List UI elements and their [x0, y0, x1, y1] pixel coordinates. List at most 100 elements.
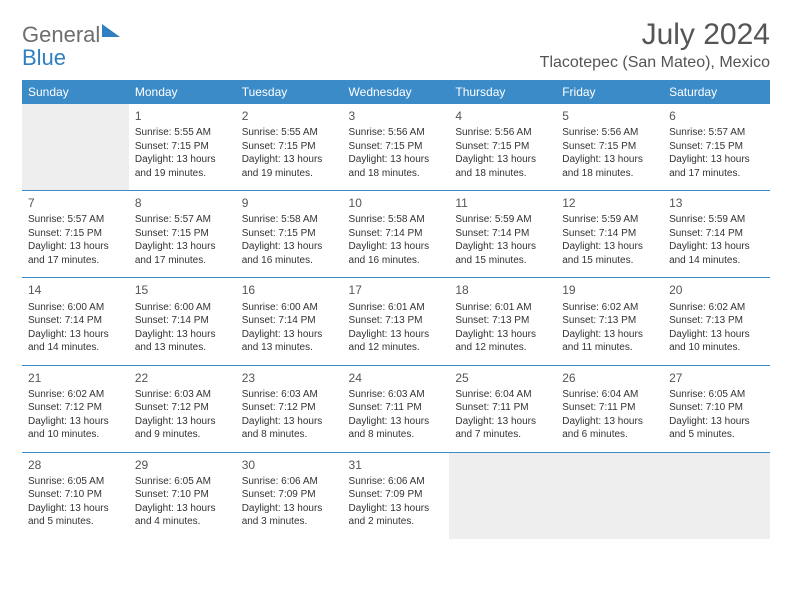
daylight-text: Daylight: 13 hours: [242, 415, 337, 429]
weekday-header: Wednesday: [343, 80, 450, 104]
day-number: 23: [242, 370, 337, 386]
daylight-text: Daylight: 13 hours: [135, 240, 230, 254]
sunrise-text: Sunrise: 6:01 AM: [455, 301, 550, 315]
month-title: July 2024: [540, 18, 770, 52]
empty-cell: [449, 452, 556, 539]
daylight-text: and 17 minutes.: [669, 167, 764, 181]
day-cell: 22Sunrise: 6:03 AMSunset: 7:12 PMDayligh…: [129, 365, 236, 452]
day-cell: 13Sunrise: 5:59 AMSunset: 7:14 PMDayligh…: [663, 191, 770, 278]
brand-name-gray: General: [22, 22, 100, 47]
weekday-header: Tuesday: [236, 80, 343, 104]
sunrise-text: Sunrise: 6:06 AM: [242, 475, 337, 489]
day-number: 8: [135, 195, 230, 211]
day-cell: 21Sunrise: 6:02 AMSunset: 7:12 PMDayligh…: [22, 365, 129, 452]
day-number: 25: [455, 370, 550, 386]
day-number: 7: [28, 195, 123, 211]
day-cell: 6Sunrise: 5:57 AMSunset: 7:15 PMDaylight…: [663, 104, 770, 191]
sunset-text: Sunset: 7:14 PM: [455, 227, 550, 241]
daylight-text: Daylight: 13 hours: [349, 415, 444, 429]
empty-cell: [556, 452, 663, 539]
sunset-text: Sunset: 7:10 PM: [135, 488, 230, 502]
sunrise-text: Sunrise: 5:58 AM: [242, 213, 337, 227]
day-number: 20: [669, 282, 764, 298]
daylight-text: and 10 minutes.: [669, 341, 764, 355]
sunset-text: Sunset: 7:11 PM: [349, 401, 444, 415]
sunrise-text: Sunrise: 5:57 AM: [669, 126, 764, 140]
sunset-text: Sunset: 7:14 PM: [562, 227, 657, 241]
day-cell: 8Sunrise: 5:57 AMSunset: 7:15 PMDaylight…: [129, 191, 236, 278]
sunrise-text: Sunrise: 6:04 AM: [562, 388, 657, 402]
daylight-text: Daylight: 13 hours: [349, 153, 444, 167]
daylight-text: Daylight: 13 hours: [242, 502, 337, 516]
daylight-text: and 5 minutes.: [669, 428, 764, 442]
daylight-text: and 4 minutes.: [135, 515, 230, 529]
day-cell: 26Sunrise: 6:04 AMSunset: 7:11 PMDayligh…: [556, 365, 663, 452]
day-cell: 11Sunrise: 5:59 AMSunset: 7:14 PMDayligh…: [449, 191, 556, 278]
daylight-text: and 16 minutes.: [242, 254, 337, 268]
daylight-text: and 8 minutes.: [242, 428, 337, 442]
day-cell: 20Sunrise: 6:02 AMSunset: 7:13 PMDayligh…: [663, 278, 770, 365]
daylight-text: and 8 minutes.: [349, 428, 444, 442]
daylight-text: and 19 minutes.: [135, 167, 230, 181]
day-cell: 16Sunrise: 6:00 AMSunset: 7:14 PMDayligh…: [236, 278, 343, 365]
day-cell: 7Sunrise: 5:57 AMSunset: 7:15 PMDaylight…: [22, 191, 129, 278]
daylight-text: Daylight: 13 hours: [669, 240, 764, 254]
sunrise-text: Sunrise: 5:56 AM: [562, 126, 657, 140]
daylight-text: Daylight: 13 hours: [349, 502, 444, 516]
sunrise-text: Sunrise: 6:03 AM: [242, 388, 337, 402]
daylight-text: Daylight: 13 hours: [669, 415, 764, 429]
calendar-weekday-header: SundayMondayTuesdayWednesdayThursdayFrid…: [22, 80, 770, 104]
day-number: 27: [669, 370, 764, 386]
daylight-text: and 12 minutes.: [455, 341, 550, 355]
daylight-text: Daylight: 13 hours: [455, 415, 550, 429]
sunset-text: Sunset: 7:15 PM: [562, 140, 657, 154]
daylight-text: and 5 minutes.: [28, 515, 123, 529]
daylight-text: Daylight: 13 hours: [562, 415, 657, 429]
sunset-text: Sunset: 7:14 PM: [28, 314, 123, 328]
daylight-text: and 18 minutes.: [349, 167, 444, 181]
daylight-text: Daylight: 13 hours: [562, 153, 657, 167]
sunrise-text: Sunrise: 5:59 AM: [455, 213, 550, 227]
sunset-text: Sunset: 7:14 PM: [135, 314, 230, 328]
daylight-text: Daylight: 13 hours: [28, 328, 123, 342]
day-number: 11: [455, 195, 550, 211]
day-number: 22: [135, 370, 230, 386]
empty-cell: [663, 452, 770, 539]
sunrise-text: Sunrise: 6:04 AM: [455, 388, 550, 402]
sunrise-text: Sunrise: 6:02 AM: [28, 388, 123, 402]
sunset-text: Sunset: 7:15 PM: [349, 140, 444, 154]
day-number: 29: [135, 457, 230, 473]
daylight-text: and 14 minutes.: [28, 341, 123, 355]
sunset-text: Sunset: 7:10 PM: [28, 488, 123, 502]
sunset-text: Sunset: 7:15 PM: [135, 140, 230, 154]
day-cell: 14Sunrise: 6:00 AMSunset: 7:14 PMDayligh…: [22, 278, 129, 365]
day-number: 21: [28, 370, 123, 386]
day-number: 5: [562, 108, 657, 124]
sunrise-text: Sunrise: 6:03 AM: [135, 388, 230, 402]
daylight-text: and 13 minutes.: [135, 341, 230, 355]
sunset-text: Sunset: 7:12 PM: [242, 401, 337, 415]
sunrise-text: Sunrise: 6:05 AM: [135, 475, 230, 489]
day-cell: 3Sunrise: 5:56 AMSunset: 7:15 PMDaylight…: [343, 104, 450, 191]
daylight-text: and 18 minutes.: [562, 167, 657, 181]
sunrise-text: Sunrise: 5:57 AM: [28, 213, 123, 227]
day-number: 26: [562, 370, 657, 386]
calendar-table: SundayMondayTuesdayWednesdayThursdayFrid…: [22, 80, 770, 539]
daylight-text: and 17 minutes.: [28, 254, 123, 268]
daylight-text: Daylight: 13 hours: [135, 153, 230, 167]
day-number: 16: [242, 282, 337, 298]
page-header: General Blue July 2024 Tlacotepec (San M…: [22, 18, 770, 72]
sunset-text: Sunset: 7:09 PM: [349, 488, 444, 502]
sunrise-text: Sunrise: 6:05 AM: [669, 388, 764, 402]
day-number: 13: [669, 195, 764, 211]
sunset-text: Sunset: 7:13 PM: [562, 314, 657, 328]
sunset-text: Sunset: 7:13 PM: [669, 314, 764, 328]
daylight-text: and 12 minutes.: [349, 341, 444, 355]
day-number: 6: [669, 108, 764, 124]
daylight-text: Daylight: 13 hours: [135, 415, 230, 429]
weekday-header: Thursday: [449, 80, 556, 104]
sunset-text: Sunset: 7:09 PM: [242, 488, 337, 502]
day-number: 9: [242, 195, 337, 211]
sunset-text: Sunset: 7:15 PM: [242, 140, 337, 154]
weekday-header: Monday: [129, 80, 236, 104]
